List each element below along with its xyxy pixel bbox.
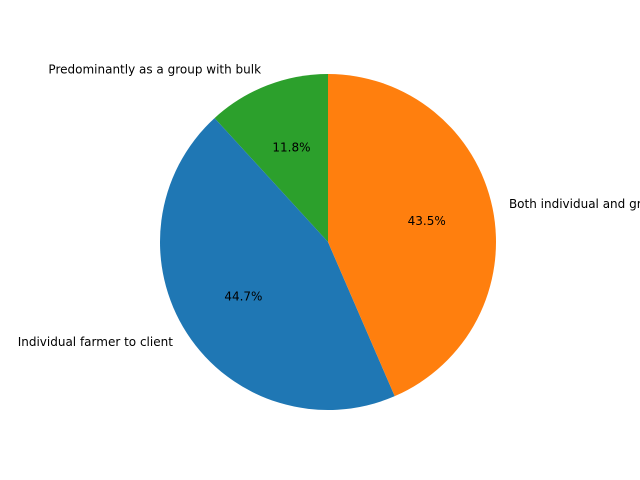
slice-label-individual-farmer-to-client: Individual farmer to client (18, 335, 173, 349)
pie-labels: Predominantly as a group with bulk 11.8% I… (18, 62, 640, 349)
slice-percent-individual-farmer-to-client: 44.7% (224, 289, 262, 303)
slice-label-predominantly-as-a-group-with-bulk: Predominantly as a group with bulk (48, 62, 261, 76)
pie-slice-predominantly-as-a-group-with-bulk (214, 74, 328, 242)
pie-slice-both-individual-and-group (328, 74, 497, 397)
pie-slices (159, 74, 497, 411)
pie-slice-individual-farmer-to-client (159, 118, 395, 411)
slice-percent-both-individual-and-group: 43.5% (408, 214, 446, 228)
slice-percent-predominantly-as-a-group-with-bulk: 11.8% (272, 141, 310, 155)
slice-label-both-individual-and-group: Both individual and group (509, 197, 640, 211)
